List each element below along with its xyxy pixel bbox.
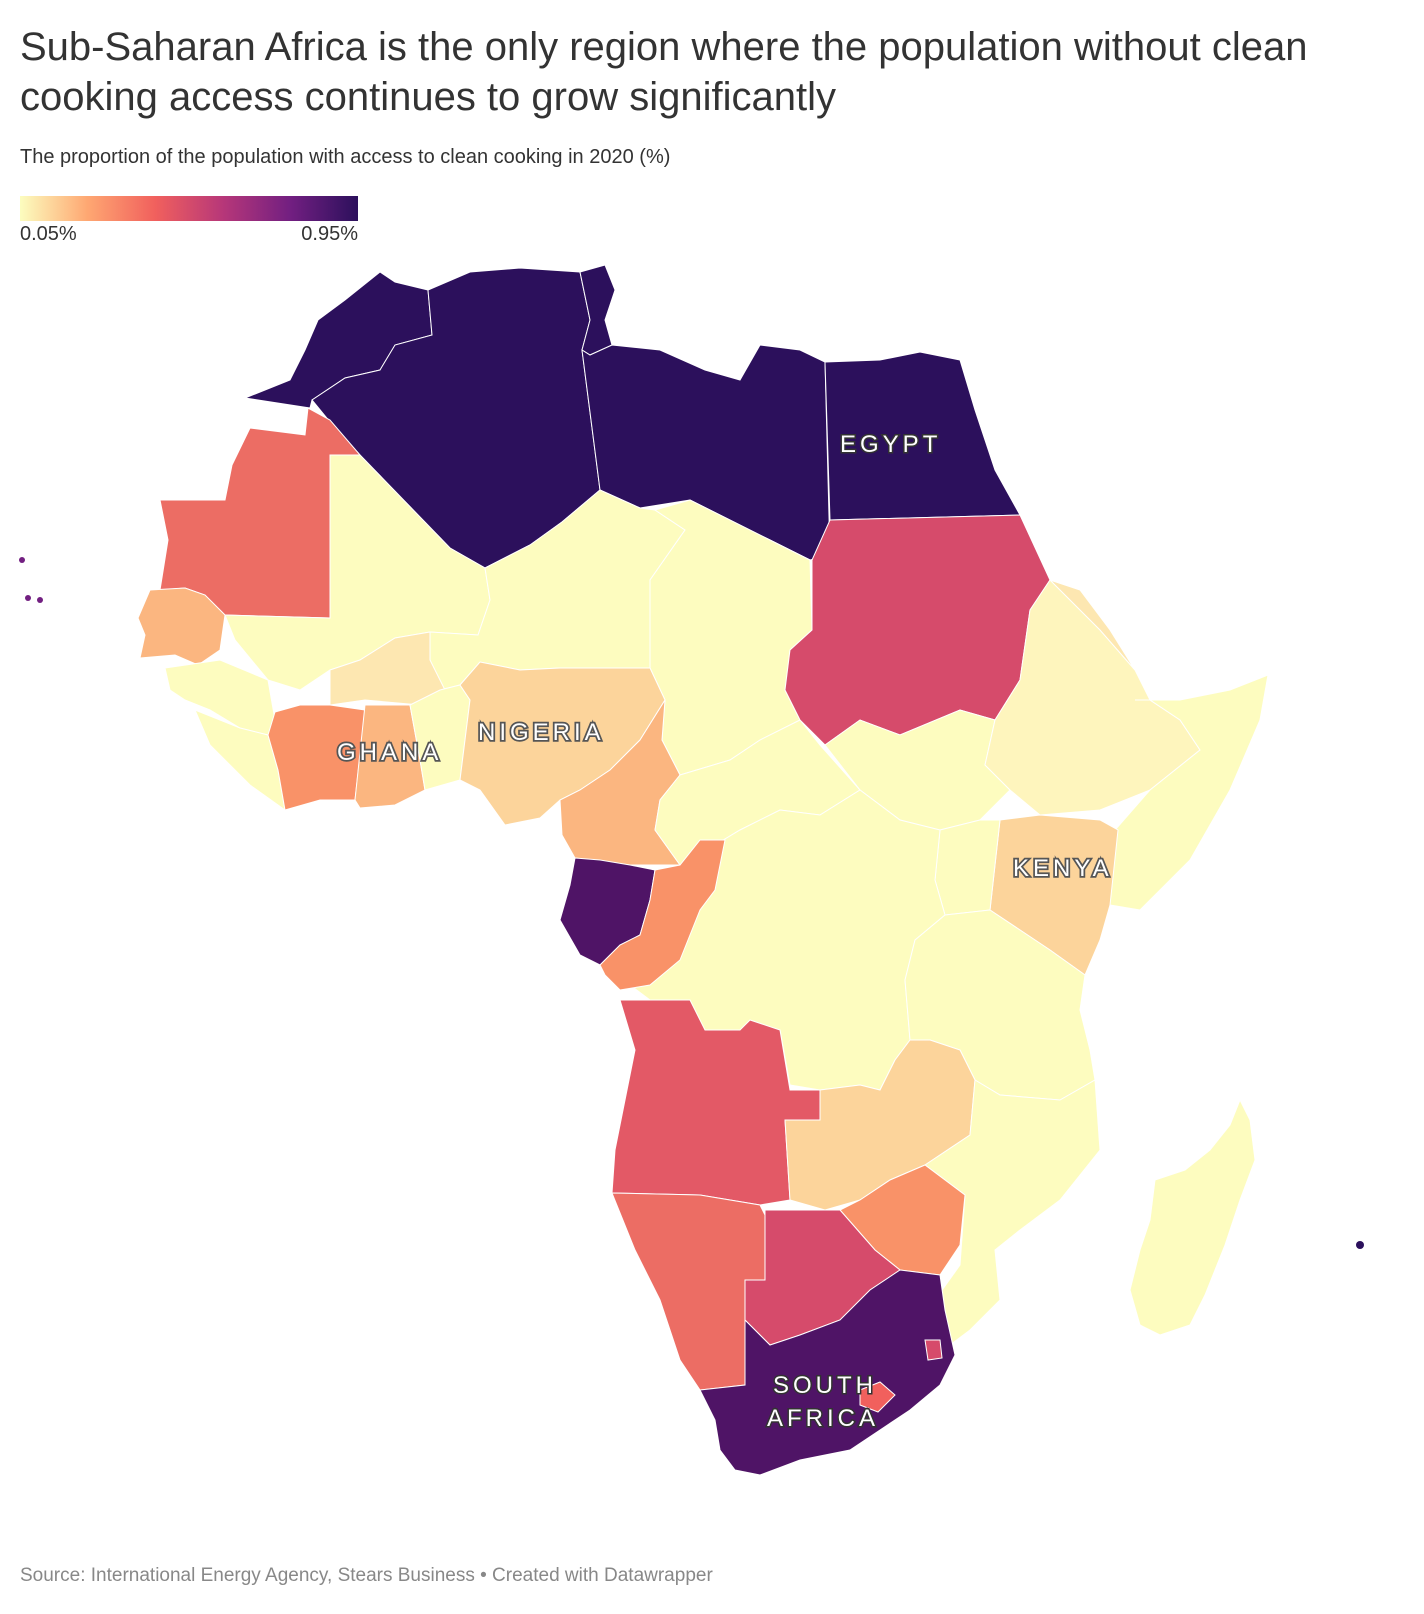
- country-congo[interactable]: [599, 839, 726, 991]
- legend-max-label: 0.95%: [301, 223, 358, 245]
- country-namibia[interactable]: [611, 1192, 766, 1391]
- chart-subtitle: The proportion of the population with ac…: [20, 146, 671, 168]
- label-kenya: KENYA: [1013, 855, 1113, 882]
- color-legend: 0.05% 0.95%: [20, 196, 358, 246]
- country-somalia[interactable]: [1109, 674, 1269, 911]
- country-madagascar[interactable]: [1129, 1098, 1256, 1336]
- africa-map: EGYPT NIGERIA GHANA KENYA SOUTH AFRICA: [19, 264, 1364, 1476]
- chart-title: Sub-Saharan Africa is the only region wh…: [20, 25, 1308, 119]
- country-burkina-faso[interactable]: [329, 631, 446, 706]
- island-cape-verde-2: [25, 595, 31, 601]
- country-lesotho[interactable]: [859, 1381, 896, 1413]
- legend-min-label: 0.05%: [20, 223, 77, 245]
- label-south-africa-line2: AFRICA: [767, 1405, 879, 1432]
- country-cameroon[interactable]: [559, 699, 681, 866]
- label-egypt: EGYPT: [840, 431, 941, 458]
- island-mauritius: [1356, 1241, 1364, 1249]
- source-note: Source: International Energy Agency, Ste…: [20, 1565, 713, 1586]
- island-cape-verde-1: [19, 557, 25, 563]
- country-eswatini[interactable]: [924, 1339, 943, 1361]
- label-nigeria: NIGERIA: [478, 719, 605, 746]
- label-south-africa-line1: SOUTH: [773, 1372, 877, 1399]
- legend-gradient-bar: [20, 196, 358, 221]
- country-south-africa[interactable]: [699, 1269, 956, 1476]
- label-ghana: GHANA: [337, 739, 442, 766]
- country-uganda[interactable]: [934, 819, 1001, 916]
- island-cape-verde-3: [37, 597, 43, 603]
- country-eritrea[interactable]: [1049, 579, 1136, 671]
